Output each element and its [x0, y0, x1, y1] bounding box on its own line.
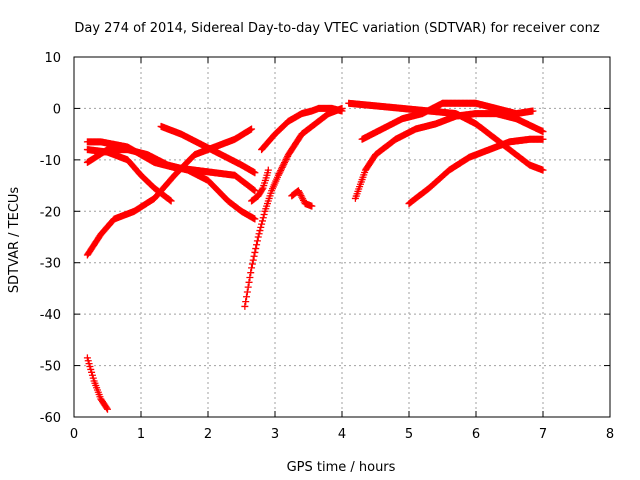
- data-point: [539, 135, 547, 143]
- data-point: [297, 192, 305, 200]
- data-point: [338, 107, 346, 115]
- x-axis-label: GPS time / hours: [287, 460, 396, 475]
- x-tick-label: 5: [405, 427, 413, 442]
- series-arc-7c: [258, 104, 346, 154]
- y-tick-label: 10: [44, 51, 61, 66]
- data-point: [249, 256, 257, 264]
- x-tick-labels: 0 1 2 3 4 5 6 7 8: [70, 427, 614, 442]
- series-arc-10: [351, 110, 547, 202]
- data-point: [296, 190, 304, 198]
- y-tick-label: 0: [53, 102, 61, 117]
- x-tick-label: 1: [137, 427, 145, 442]
- axis-ticks: [73, 56, 611, 418]
- data-point: [308, 202, 316, 210]
- data-point: [256, 227, 264, 235]
- series-arc-5: [83, 138, 259, 195]
- data-point: [279, 162, 287, 170]
- data-point: [275, 170, 283, 178]
- data-point: [283, 154, 291, 162]
- y-axis-label: SDTVAR / TECUs: [7, 187, 22, 294]
- data-point: [246, 274, 254, 281]
- data-point: [245, 278, 253, 286]
- x-tick-label: 7: [539, 427, 547, 442]
- y-tick-label: -10: [40, 154, 61, 169]
- series-arc-7b: [248, 166, 272, 205]
- x-tick-label: 4: [338, 427, 346, 442]
- data-point: [251, 248, 259, 256]
- data-point: [252, 245, 260, 253]
- data-point: [253, 237, 261, 245]
- data-point: [298, 193, 306, 201]
- data-point: [539, 128, 547, 136]
- series-arc-8: [288, 187, 316, 210]
- data-point: [244, 283, 252, 291]
- data-point: [259, 214, 267, 222]
- x-tick-label: 2: [204, 427, 212, 442]
- x-tick-label: 0: [70, 427, 78, 442]
- series-arc-6: [157, 122, 259, 177]
- data-point: [299, 195, 307, 203]
- data-point: [103, 404, 111, 412]
- x-tick-label: 6: [472, 427, 480, 442]
- series-arc-12: [405, 135, 547, 208]
- y-tick-label: -40: [40, 308, 61, 323]
- series-arc-1: [83, 354, 111, 413]
- data-point: [241, 302, 249, 310]
- data-point: [280, 160, 288, 168]
- data-point: [253, 241, 261, 249]
- x-tick-label: 3: [271, 427, 279, 442]
- series-arc-4: [83, 146, 175, 205]
- data-point: [278, 163, 286, 171]
- data-point: [104, 405, 111, 413]
- y-tick-label: -30: [40, 257, 61, 272]
- data-point: [258, 185, 266, 193]
- data-point: [243, 288, 251, 296]
- data-point: [299, 196, 307, 204]
- data-point: [247, 269, 255, 277]
- data-point: [260, 211, 268, 218]
- data-point: [167, 197, 175, 205]
- data-point: [242, 298, 250, 306]
- data-point: [251, 187, 259, 195]
- data-point: [248, 125, 256, 133]
- data-point: [258, 217, 266, 225]
- data-point: [277, 167, 285, 175]
- data-point: [282, 155, 290, 163]
- data-point: [277, 165, 285, 173]
- data-point: [258, 220, 266, 228]
- data-point: [281, 157, 289, 165]
- data-point: [243, 293, 251, 301]
- data-point: [281, 159, 289, 167]
- data-point: [248, 260, 256, 268]
- series-arc-7: [241, 104, 346, 310]
- data-point: [251, 215, 259, 223]
- data-point: [248, 264, 256, 272]
- y-tick-label: -50: [40, 360, 61, 375]
- series-arc-11: [358, 99, 537, 143]
- x-tick-label: 8: [606, 427, 614, 442]
- data-point: [276, 168, 284, 176]
- data-point: [264, 166, 272, 174]
- data-point: [294, 187, 302, 195]
- data-point: [255, 230, 263, 238]
- data-point: [251, 169, 259, 177]
- data-series: [83, 99, 547, 413]
- data-point: [257, 223, 265, 231]
- y-tick-labels: -60 -50 -40 -30 -20 -10 0 10: [40, 51, 61, 426]
- data-point: [274, 171, 282, 179]
- data-point: [254, 233, 262, 241]
- y-tick-label: -60: [40, 411, 61, 426]
- data-point: [539, 166, 547, 174]
- data-point: [529, 107, 537, 115]
- data-point: [295, 188, 303, 196]
- y-tick-label: -20: [40, 205, 61, 220]
- data-point: [250, 252, 258, 260]
- chart-title: Day 274 of 2014, Sidereal Day-to-day VTE…: [74, 21, 599, 36]
